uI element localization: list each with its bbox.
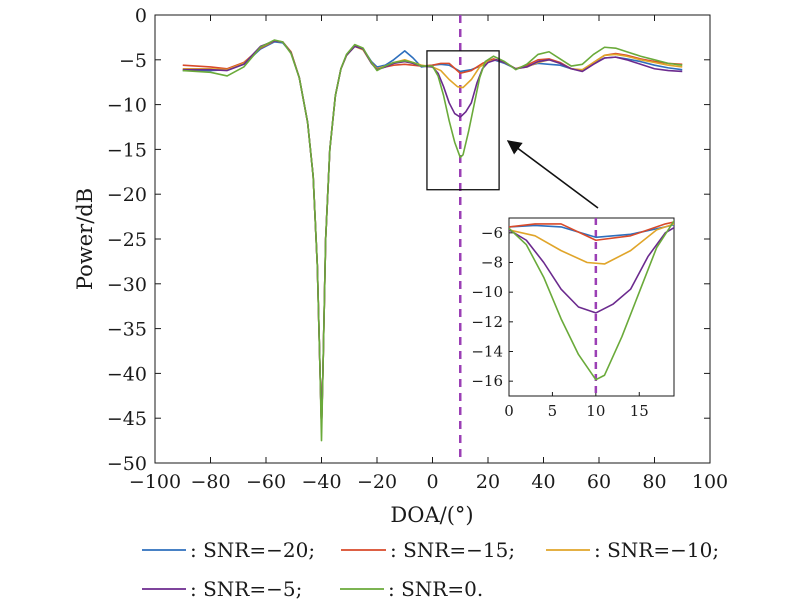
legend: : SNR=−20; : SNR=−15; : SNR=−10; : SNR=−…	[142, 538, 719, 601]
inset-y-tick-label: −6	[481, 224, 503, 242]
x-tick-label: 0	[426, 471, 438, 493]
inset-series-line-snr-0	[509, 220, 674, 381]
x-tick-label: 40	[531, 471, 555, 493]
legend-label-snr-0: : SNR=0.	[388, 577, 483, 601]
y-tick-label: −5	[119, 50, 147, 72]
zoom-region-box	[426, 50, 500, 191]
main-y-tick-labels: 0 −5 −10 −15 −20 −25 −30 −35 −40 −45 −50	[107, 5, 147, 475]
inset-series-line-snr-10	[509, 223, 674, 265]
inset-x-tick-label: 15	[630, 402, 649, 420]
legend-label-snr-minus-10: : SNR=−10;	[594, 538, 719, 562]
y-tick-label: −50	[107, 453, 147, 475]
inset-series-line-snr-5	[509, 226, 674, 314]
y-tick-label: −15	[107, 139, 147, 161]
x-tick-label: −100	[129, 471, 181, 493]
y-tick-label: −35	[107, 319, 147, 341]
x-tick-label: 80	[642, 471, 666, 493]
main-x-tick-labels: −100 −80 −60 −40 −20 0 20 40 60 80 100	[129, 471, 728, 493]
y-tick-label: −45	[107, 408, 147, 430]
inset-y-tick-label: −16	[471, 372, 503, 390]
x-tick-label: −80	[190, 471, 230, 493]
legend-label-snr-minus-5: : SNR=−5;	[190, 577, 302, 601]
inset-x-tick-label: 0	[504, 402, 514, 420]
y-tick-label: −10	[107, 95, 147, 117]
main-ticks	[154, 14, 711, 464]
legend-label-snr-minus-20: : SNR=−20;	[190, 538, 315, 562]
x-tick-label: −60	[246, 471, 286, 493]
series-line-snr-0	[182, 39, 683, 442]
x-tick-label: −40	[301, 471, 341, 493]
x-tick-label: 100	[692, 471, 728, 493]
inset-x-tick-labels: 0 5 10 15	[504, 402, 649, 420]
inset-x-tick-label: 5	[548, 402, 558, 420]
legend-label-snr-minus-15: : SNR=−15;	[390, 538, 515, 562]
inset-series-line-snr-15	[509, 221, 674, 242]
inset-y-tick-label: −8	[481, 254, 503, 272]
inset-axes-frame	[508, 217, 675, 397]
inset-y-tick-labels: −6 −8 −10 −12 −14 −16	[471, 224, 503, 390]
inset-series-group	[509, 220, 674, 381]
x-tick-label: 20	[476, 471, 500, 493]
main-series-group	[182, 39, 683, 442]
y-tick-label: −20	[107, 184, 147, 206]
zoom-arrow	[506, 140, 599, 209]
inset-y-tick-label: −12	[471, 313, 503, 331]
y-tick-label: −25	[107, 229, 147, 251]
y-tick-label: 0	[135, 5, 147, 27]
x-tick-label: 60	[587, 471, 611, 493]
inset-x-tick-label: 10	[586, 402, 605, 420]
y-tick-label: −40	[107, 363, 147, 385]
y-axis-title: Power/dB	[73, 188, 97, 290]
inset-ticks	[508, 232, 640, 396]
x-axis-title: DOA/(°)	[390, 503, 473, 527]
x-tick-label: −20	[357, 471, 397, 493]
inset-y-tick-label: −14	[471, 343, 503, 361]
inset-y-tick-label: −10	[471, 283, 503, 301]
y-tick-label: −30	[107, 274, 147, 296]
